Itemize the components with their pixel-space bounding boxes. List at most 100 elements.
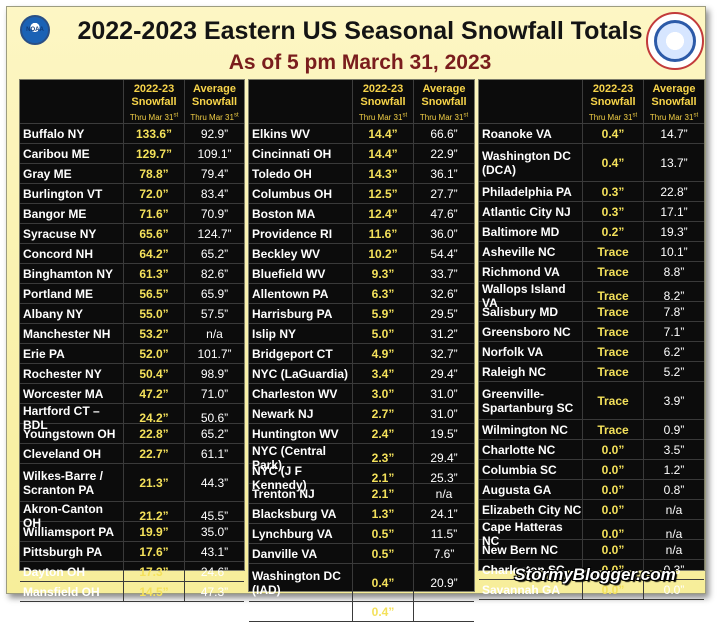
snowfall-cell: 0.4” [352,564,413,601]
city-cell: Salisbury MD [482,304,559,319]
table-row: NYC (Central Park) 2.3” 29.4” [249,444,474,472]
city-cell: Columbus OH [252,186,332,201]
table-row: Wallops Island VA Trace 8.2” [479,282,704,310]
city-cell: Burlington VT [23,186,103,201]
average-cell: 29.4” [413,444,474,472]
snowfall-cell: 56.5” [123,284,184,303]
average-cell: 8.8” [643,262,704,281]
average-cell: 11.5” [413,524,474,543]
table-row: Harrisburg PA 5.9” 29.5” [249,304,474,324]
snowfall-cell: Trace [582,242,643,261]
average-cell: 29.5” [413,304,474,323]
table-row: Wilmington DE 0.4” 20.1” [249,602,474,622]
snowfall-cell: 72.0” [123,184,184,203]
snowfall-cell: 12.5” [352,184,413,203]
city-cell: Toledo OH [252,166,312,181]
city-cell: Caribou ME [23,146,90,161]
average-cell: 19.3” [643,222,704,241]
snowfall-table-column-3: 2022-23 Snowfall Thru Mar 31st Average S… [478,79,705,600]
snowfall-cell: 24.2” [123,404,184,432]
snowfall-cell: 14.5” [123,582,184,601]
table-row: Charleston WV 3.0” 31.0” [249,384,474,404]
average-cell: n/a [643,540,704,559]
table-header: 2022-23 Snowfall Thru Mar 31st Average S… [479,80,704,124]
snowfall-cell: 10.2” [352,244,413,263]
table-row: Manchester NH 53.2” n/a [20,324,244,344]
average-cell: 3.5” [643,440,704,459]
average-cell: 5.2” [643,362,704,381]
snowfall-cell: 0.0” [582,500,643,519]
city-cell: Danville VA [252,546,318,561]
table-row: Elkins WV 14.4” 66.6” [249,124,474,144]
table-row: Burlington VT 72.0” 83.4” [20,184,244,204]
table-row: NYC (LaGuardia) 3.4” 29.4” [249,364,474,384]
average-cell: 20.1” [413,602,474,621]
table-row: Charlotte NC 0.0” 3.5” [479,440,704,460]
snowfall-cell: 64.2” [123,244,184,263]
average-cell: 13.7” [643,144,704,181]
snowfall-cell: 14.4” [352,124,413,143]
average-cell: 79.4” [184,164,244,183]
table-row: Allentown PA 6.3” 32.6” [249,284,474,304]
city-cell: Savannah GA [482,582,561,597]
average-cell: 0.9” [643,420,704,439]
average-header: Average Snowfall Thru Mar 31st [643,80,704,124]
city-cell: Allentown PA [252,286,329,301]
city-cell: Mansfield OH [23,584,100,599]
average-cell: 45.5” [184,502,244,530]
table-row: Blacksburg VA 1.3” 24.1” [249,504,474,524]
snowfall-cell: 2.4” [352,424,413,443]
average-cell: 43.1” [184,542,244,561]
average-cell: 124.7” [184,224,244,243]
city-header [479,80,582,124]
average-cell: 29.4” [413,364,474,383]
city-cell: Pittsburgh PA [23,544,103,559]
city-cell: Norfolk VA [482,344,544,359]
snowfall-cell: 3.0” [352,384,413,403]
table-row: Bluefield WV 9.3” 33.7” [249,264,474,284]
table-body: Elkins WV 14.4” 66.6” Cincinnati OH 14.4” 22.… [249,124,474,622]
snowfall-header: 2022-23 Snowfall Thru Mar 31st [352,80,413,124]
city-cell: Akron-Canton OH [23,502,103,530]
table-row: Washington DC (DCA) 0.4” 13.7” [479,144,704,182]
table-row: Greenville-Spartanburg SC Trace 3.9” [479,382,704,420]
snowfall-cell: 1.3” [352,504,413,523]
city-cell: Augusta GA [482,482,552,497]
city-cell: Beckley WV [252,246,321,261]
table-header: 2022-23 Snowfall Thru Mar 31st Average S… [20,80,244,124]
average-cell: 66.6” [413,124,474,143]
average-cell: 19.5” [413,424,474,443]
table-row: Rochester NY 50.4” 98.9” [20,364,244,384]
snowfall-cell: 0.0” [582,520,643,548]
table-row: Gray ME 78.8” 79.4” [20,164,244,184]
table-row: Huntington WV 2.4” 19.5” [249,424,474,444]
average-cell: 31.0” [413,404,474,423]
table-header: 2022-23 Snowfall Thru Mar 31st Average S… [249,80,474,124]
table-row: Boston MA 12.4” 47.6” [249,204,474,224]
snowfall-cell: Trace [582,322,643,341]
snowfall-cell: Trace [582,342,643,361]
city-cell: Roanoke VA [482,126,552,141]
average-cell: 1.2” [643,460,704,479]
city-cell: Cleveland OH [23,446,102,461]
average-cell: 33.7” [413,264,474,283]
city-cell: Elkins WV [252,126,311,141]
average-cell: 70.9” [184,204,244,223]
city-cell: Bangor ME [23,206,87,221]
average-cell: 10.1” [643,242,704,261]
city-cell: Williamsport PA [23,524,115,539]
city-cell: Elizabeth City NC [482,502,582,517]
table-row: Beckley WV 10.2” 54.4” [249,244,474,264]
city-cell: Trenton NJ [252,486,315,501]
table-row: Richmond VA Trace 8.8” [479,262,704,282]
average-cell: 32.7” [413,344,474,363]
city-cell: Bridgeport CT [252,346,333,361]
snowfall-cell: 61.3” [123,264,184,283]
city-cell: New Bern NC [482,542,559,557]
table-row: Wilkes-Barre / Scranton PA 21.3” 44.3” [20,464,244,502]
table-row: Columbus OH 12.5” 27.7” [249,184,474,204]
average-cell: 0.3” [643,560,704,579]
average-cell: 7.6” [413,544,474,563]
table-row: Lynchburg VA 0.5” 11.5” [249,524,474,544]
table-row: Cleveland OH 22.7” 61.1” [20,444,244,464]
